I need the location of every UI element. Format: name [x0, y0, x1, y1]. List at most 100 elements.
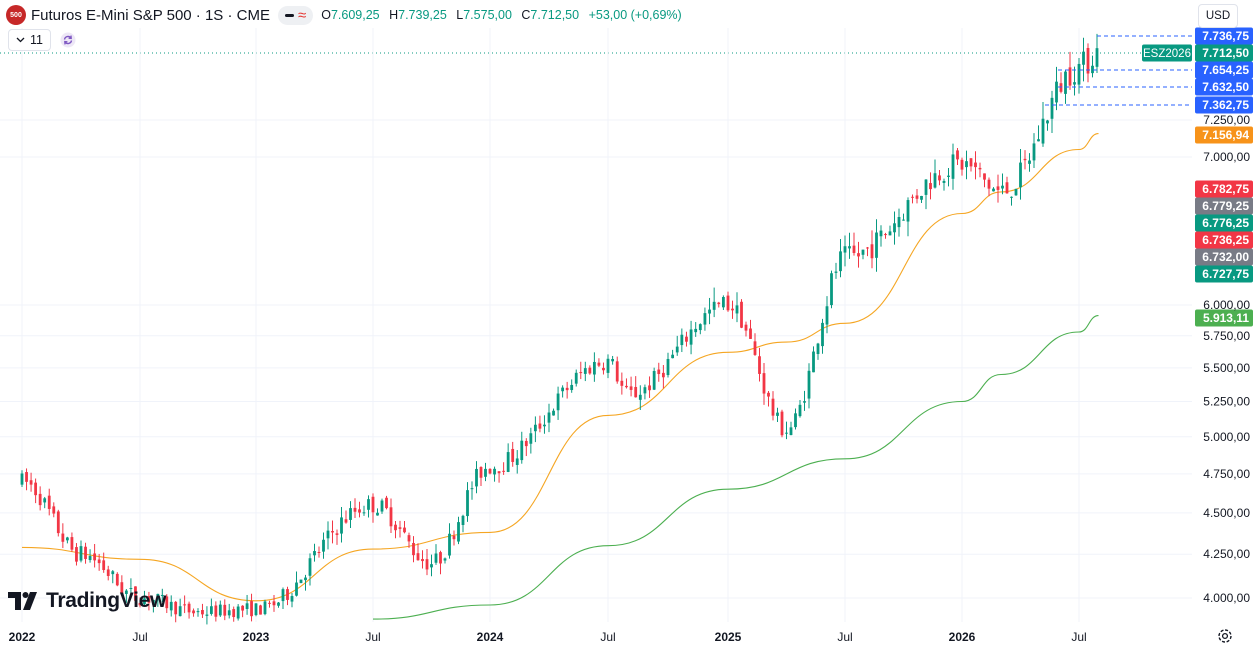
price-label: 7.362,75	[1202, 98, 1249, 112]
candle-body	[475, 468, 478, 487]
candle-body	[367, 499, 370, 510]
candle-body	[1014, 188, 1018, 196]
gear-icon[interactable]	[1216, 627, 1234, 645]
candle-body	[192, 610, 195, 614]
price-label-box	[1195, 61, 1253, 79]
candle-body	[671, 354, 675, 359]
candle-body	[652, 371, 656, 390]
candle-body	[570, 384, 574, 391]
candle-body	[685, 336, 688, 342]
candle-body	[344, 519, 348, 523]
candle-body	[852, 245, 856, 253]
y-tick-label: 4.250,00	[1203, 547, 1250, 561]
candle-body	[421, 558, 424, 562]
price-label: 7.654,25	[1202, 63, 1249, 77]
candle-body	[272, 601, 276, 606]
y-tick-label: 7.000,00	[1203, 150, 1250, 164]
x-tick-label: Jul	[600, 630, 615, 644]
candle-body	[134, 586, 137, 601]
candle-body	[861, 249, 865, 255]
price-label-box	[1195, 78, 1253, 96]
x-tick-label: 2023	[243, 630, 270, 644]
y-tick-label: 6.000,00	[1203, 298, 1250, 312]
y-tick-label: 4.500,00	[1203, 506, 1250, 520]
candle-body	[1077, 63, 1081, 85]
price-label: 6.776,25	[1202, 216, 1249, 230]
candle-body	[735, 305, 739, 314]
candle-body	[956, 150, 959, 160]
price-label: 6.779,25	[1202, 199, 1249, 213]
candle-body	[183, 604, 187, 606]
candle-body	[825, 306, 829, 325]
candle-body	[731, 308, 734, 311]
candle-body	[25, 472, 28, 482]
price-label: 5.913,11	[1203, 311, 1249, 325]
candle-body	[362, 512, 366, 514]
candle-body	[983, 173, 986, 180]
refresh-icon[interactable]	[59, 31, 77, 49]
candle-body	[457, 522, 460, 542]
x-tick-label: 2024	[477, 630, 504, 644]
candle-body	[479, 467, 483, 478]
time-axis[interactable]: 2022 Jul 2023 Jul 2024 Jul 2025 Jul 2026 Jul	[9, 630, 1087, 644]
fast-moving-average-line	[21, 133, 1099, 602]
price-label: 7.156,94	[1202, 128, 1249, 142]
candle-body	[263, 601, 267, 615]
candle-body	[666, 358, 670, 376]
indicators-toggle-button[interactable]: 11	[8, 29, 51, 51]
price-label: 7.712,50	[1202, 46, 1249, 60]
candle-body	[380, 500, 384, 512]
candle-body	[34, 482, 38, 496]
candle-body	[547, 412, 551, 423]
candle-body	[565, 387, 569, 391]
candle-body	[1095, 48, 1099, 67]
candle-body	[358, 509, 361, 513]
candle-body	[448, 533, 451, 556]
candle-body	[1082, 51, 1085, 65]
candle-body	[902, 219, 905, 221]
candle-body	[169, 601, 173, 611]
candle-body	[178, 606, 182, 617]
candle-body	[592, 361, 596, 375]
candle-body	[241, 605, 245, 611]
x-tick-label: Jul	[1071, 630, 1086, 644]
candle-body	[1055, 81, 1058, 103]
candle-body	[992, 188, 995, 192]
candle-body	[834, 271, 838, 273]
minus-icon	[284, 13, 294, 17]
symbol-tag-box	[1142, 44, 1192, 62]
open-value: 7.609,25	[330, 8, 380, 22]
candle-body	[268, 602, 271, 604]
candle-body	[299, 579, 303, 584]
candle-body	[785, 432, 788, 434]
candle-body	[771, 398, 775, 416]
candle-body	[56, 511, 60, 534]
candle-body	[389, 507, 393, 527]
candle-body	[1010, 196, 1013, 198]
candle-body	[254, 603, 258, 616]
candle-body	[371, 496, 375, 513]
symbol-title[interactable]: Futuros E-Mini S&P 500 · 1S · CME	[31, 6, 270, 24]
series-visibility-toggle[interactable]: ≈	[277, 5, 314, 25]
candle-body	[84, 546, 87, 559]
candle-body	[1019, 162, 1022, 188]
candle-body	[209, 606, 213, 614]
candle-body	[43, 498, 47, 503]
candle-body	[281, 589, 285, 602]
candle-body	[187, 603, 191, 613]
candle-body	[174, 601, 178, 615]
candle-body	[1037, 139, 1040, 142]
candle-body	[694, 328, 698, 333]
candle-body	[223, 604, 227, 616]
tradingview-watermark: TradingView	[8, 589, 166, 613]
price-axis[interactable]: 4.000,00 4.250,00 4.500,00 4.750,00 5.000,00…	[1203, 113, 1250, 605]
candle-body	[620, 380, 624, 386]
currency-button[interactable]: USD	[1198, 4, 1238, 28]
candle-body	[484, 468, 487, 477]
candle-body	[340, 517, 343, 534]
x-tick-label: Jul	[132, 630, 147, 644]
candle-body	[196, 611, 200, 613]
candle-body	[326, 530, 330, 539]
candle-body	[232, 609, 236, 618]
